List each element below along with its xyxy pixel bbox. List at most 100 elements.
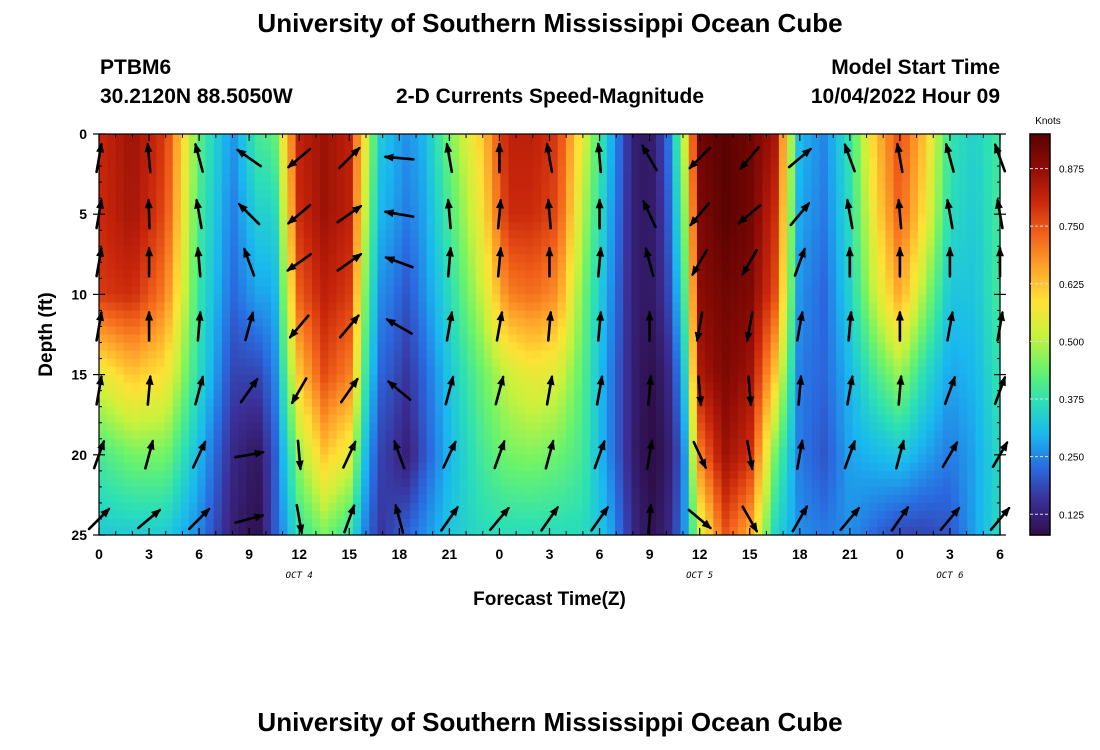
heatmap-cell: [254, 246, 264, 255]
heatmap-cell: [787, 454, 796, 464]
heatmap-cell: [213, 462, 223, 472]
heatmap-cell: [213, 302, 223, 312]
heatmap-cell: [778, 326, 788, 336]
heatmap-cell: [893, 446, 903, 456]
heatmap-cell: [197, 206, 207, 215]
heatmap-cell: [680, 430, 690, 440]
heatmap-cell: [344, 350, 354, 360]
heatmap-cell: [492, 486, 501, 496]
heatmap-cell: [385, 342, 395, 352]
heatmap-cell: [238, 286, 248, 295]
heatmap-cell: [991, 438, 1001, 448]
heatmap-cell: [795, 470, 805, 480]
heatmap-cell: [688, 422, 698, 432]
heatmap-cell: [451, 326, 460, 336]
heatmap-cell: [271, 398, 280, 408]
heatmap-cell: [754, 374, 764, 384]
heatmap-cell: [991, 342, 1001, 352]
heatmap-cell: [352, 414, 362, 424]
heatmap-cell: [901, 382, 911, 392]
heatmap-cell: [107, 470, 116, 480]
heatmap-cell: [443, 350, 452, 360]
heatmap-cell: [508, 302, 518, 312]
heatmap-cell: [672, 406, 682, 416]
heatmap-cell: [508, 222, 518, 231]
heatmap-cell: [590, 374, 600, 384]
heatmap-cell: [197, 150, 207, 159]
heatmap-cell: [827, 262, 837, 271]
heatmap-cell: [950, 182, 960, 191]
heatmap-cell: [623, 454, 633, 464]
heatmap-cell: [631, 414, 641, 424]
heatmap-cell: [688, 398, 698, 408]
heatmap-cell: [565, 134, 575, 143]
heatmap-cell: [557, 238, 567, 247]
heatmap-cell: [533, 390, 542, 400]
heatmap-cell: [868, 166, 878, 175]
heatmap-cell: [868, 438, 878, 448]
heatmap-cell: [787, 142, 796, 151]
heatmap-cell: [598, 454, 608, 464]
heatmap-cell: [598, 390, 608, 400]
station-coordinates: 30.2120N 88.5050W: [100, 85, 293, 108]
heatmap-cell: [459, 342, 469, 352]
heatmap-cell: [287, 270, 297, 279]
heatmap-cell: [819, 398, 829, 408]
heatmap-cell: [590, 414, 600, 424]
heatmap-cell: [426, 230, 436, 239]
heatmap-cell: [205, 318, 215, 328]
heatmap-cell: [361, 222, 370, 231]
heatmap-cell: [279, 310, 288, 320]
heatmap-cell: [795, 478, 805, 488]
heatmap-cell: [737, 166, 747, 175]
heatmap-cell: [680, 182, 690, 191]
heatmap-cell: [631, 326, 641, 336]
heatmap-cell: [115, 398, 125, 408]
heatmap-cell: [524, 182, 534, 191]
heatmap-cell: [156, 302, 166, 312]
heatmap-cell: [467, 406, 477, 416]
heatmap-cell: [336, 150, 346, 159]
heatmap-cell: [344, 414, 354, 424]
heatmap-cell: [475, 310, 485, 320]
heatmap-cell: [172, 478, 182, 488]
heatmap-cell: [729, 382, 739, 392]
heatmap-cell: [852, 182, 862, 191]
heatmap-cell: [115, 174, 125, 183]
heatmap-cell: [361, 462, 370, 472]
heatmap-cell: [926, 182, 936, 191]
heatmap-cell: [230, 358, 239, 368]
heatmap-cell: [680, 222, 690, 231]
heatmap-cell: [361, 254, 370, 263]
heatmap-cell: [156, 366, 166, 376]
heatmap-cell: [631, 214, 641, 223]
heatmap-cell: [385, 334, 395, 344]
heatmap-cell: [295, 430, 305, 440]
heatmap-cell: [852, 374, 862, 384]
heatmap-cell: [271, 190, 280, 199]
heatmap-cell: [139, 318, 149, 328]
heatmap-cell: [852, 246, 862, 255]
heatmap-cell: [213, 406, 223, 416]
heatmap-cell: [565, 246, 575, 255]
heatmap-cell: [950, 262, 960, 271]
heatmap-cell: [311, 422, 321, 432]
heatmap-cell: [271, 182, 280, 191]
heatmap-cell: [262, 382, 272, 392]
heatmap-cell: [205, 390, 215, 400]
heatmap-cell: [311, 294, 321, 304]
heatmap-cell: [139, 222, 149, 231]
heatmap-cell: [959, 422, 968, 432]
heatmap-cell: [893, 358, 903, 368]
heatmap-cell: [991, 150, 1001, 159]
heatmap-cell: [377, 286, 387, 295]
heatmap-cell: [320, 454, 329, 464]
heatmap-cell: [189, 246, 198, 255]
heatmap-cell: [901, 470, 911, 480]
heatmap-cell: [950, 230, 960, 239]
heatmap-cell: [475, 390, 485, 400]
heatmap-cell: [975, 158, 985, 167]
heatmap-cell: [262, 134, 272, 143]
heatmap-cell: [647, 278, 657, 287]
